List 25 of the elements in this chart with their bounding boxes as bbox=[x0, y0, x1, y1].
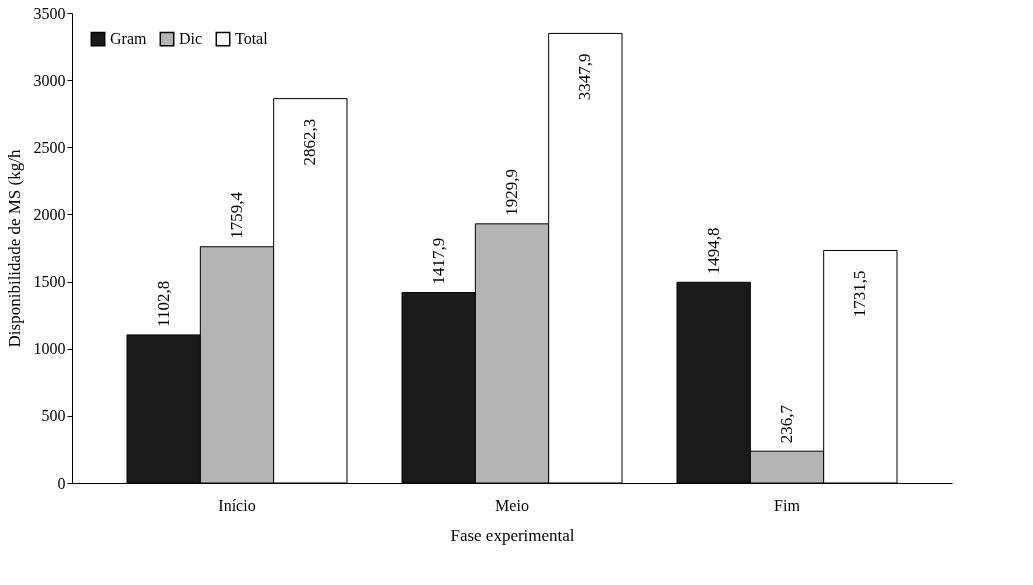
y-tick-label: 500 bbox=[41, 407, 66, 425]
data-label: 1929,9 bbox=[502, 169, 521, 216]
legend-label: Total bbox=[235, 30, 269, 48]
data-label: 236,7 bbox=[777, 404, 796, 444]
data-label: 1759,4 bbox=[227, 191, 246, 239]
data-label: 1731,5 bbox=[850, 270, 870, 318]
x-axis-title: Fase experimental bbox=[450, 525, 575, 545]
data-label: 1102,8 bbox=[153, 280, 173, 327]
data-label: 1417,9 bbox=[428, 237, 448, 285]
y-tick-label: 1000 bbox=[33, 340, 66, 358]
y-tick-label: 3500 bbox=[33, 4, 66, 22]
x-tick-label: Meio bbox=[495, 496, 529, 514]
x-tick-label: Início bbox=[218, 496, 256, 514]
y-tick-label: 2000 bbox=[33, 205, 66, 223]
data-label: 1494,8 bbox=[703, 227, 723, 275]
y-tick-label: 3000 bbox=[33, 71, 66, 89]
y-tick-label: 2500 bbox=[33, 138, 66, 156]
data-label: 3347,9 bbox=[575, 53, 595, 101]
legend-label: Dic bbox=[179, 30, 203, 48]
x-tick-label: Fim bbox=[774, 496, 801, 514]
y-axis-title: Disponibilidade de MS (kg/h bbox=[4, 149, 24, 348]
y-tick-label: 1500 bbox=[33, 273, 66, 291]
data-label: 2862,3 bbox=[300, 118, 320, 166]
y-tick-label: 0 bbox=[57, 474, 66, 492]
legend-label: Gram bbox=[110, 30, 147, 48]
